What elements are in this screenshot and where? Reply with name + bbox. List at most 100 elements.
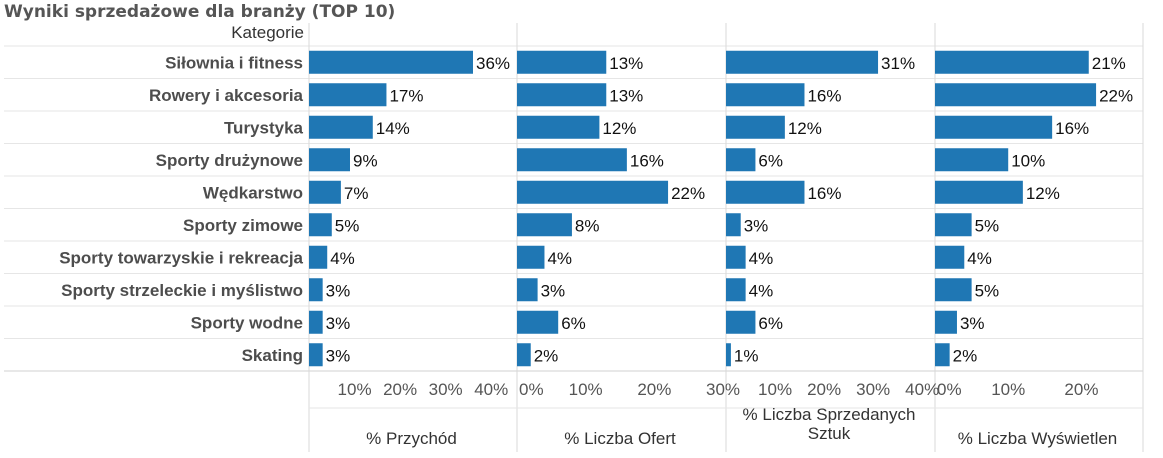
category-label: Wędkarstwo: [203, 183, 303, 202]
data-label: 4%: [547, 249, 572, 268]
bar: [935, 148, 1009, 172]
category-label: Turystyka: [224, 118, 304, 137]
data-label: 1%: [734, 346, 759, 365]
data-label: 3%: [326, 314, 351, 333]
data-label: 21%: [1092, 54, 1126, 73]
axis-title: % Liczba Ofert: [564, 429, 676, 448]
bar: [935, 50, 1089, 74]
bar: [935, 278, 972, 302]
axis-title: % Liczba Sprzedanych: [743, 405, 916, 424]
bar: [309, 343, 323, 367]
category-label: Skating: [242, 346, 303, 365]
tick-label: 30%: [429, 380, 463, 399]
data-label: 10%: [1011, 151, 1045, 170]
bar: [726, 50, 879, 74]
bar: [935, 310, 957, 334]
data-label: 3%: [744, 216, 769, 235]
data-label: 8%: [575, 216, 600, 235]
data-label: 6%: [758, 314, 783, 333]
data-label: 7%: [344, 184, 369, 203]
category-label: Rowery i akcesoria: [149, 86, 304, 105]
data-label: 36%: [476, 54, 510, 73]
bar: [726, 148, 756, 172]
bar: [309, 180, 341, 204]
data-label: 16%: [1055, 119, 1089, 138]
data-label: 22%: [1099, 86, 1133, 105]
bar: [309, 278, 323, 302]
bar: [935, 343, 950, 367]
data-label: 13%: [609, 86, 643, 105]
category-label: Sporty wodne: [191, 313, 303, 332]
data-label: 16%: [807, 184, 841, 203]
category-label: Siłownia i fitness: [165, 53, 303, 72]
data-label: 12%: [788, 119, 822, 138]
bar: [935, 180, 1023, 204]
data-label: 4%: [749, 281, 774, 300]
category-label: Sporty zimowe: [183, 216, 303, 235]
tick-label: 10%: [569, 380, 603, 399]
bar: [309, 310, 323, 334]
tick-label: 10%: [991, 380, 1025, 399]
tick-label: 40%: [905, 380, 939, 399]
data-label: 14%: [376, 119, 410, 138]
data-label: 5%: [975, 216, 1000, 235]
bar: [309, 50, 473, 74]
data-label: 22%: [671, 184, 705, 203]
category-label: Sporty drużynowe: [156, 151, 303, 170]
tick-label: 10%: [338, 380, 372, 399]
bar: [517, 278, 538, 302]
tick-label: 20%: [807, 380, 841, 399]
bar: [935, 245, 965, 269]
tick-label: 30%: [706, 380, 740, 399]
bar: [309, 213, 332, 237]
bar: [517, 343, 531, 367]
bar: [726, 343, 731, 367]
data-label: 16%: [630, 151, 664, 170]
data-label: 3%: [326, 346, 351, 365]
tick-label: 20%: [1064, 380, 1098, 399]
bar: [726, 83, 805, 107]
bar: [935, 213, 972, 237]
tick-label: 0%: [519, 380, 544, 399]
data-label: 3%: [541, 281, 566, 300]
tick-label: 40%: [474, 380, 508, 399]
tick-label: 20%: [637, 380, 671, 399]
bar: [517, 245, 545, 269]
data-label: 5%: [975, 281, 1000, 300]
data-label: 3%: [960, 314, 985, 333]
tick-label: 20%: [383, 380, 417, 399]
tick-label: 10%: [758, 380, 792, 399]
axis-title: % Przychód: [366, 429, 457, 448]
chart-title: Wyniki sprzedażowe dla branży (TOP 10): [4, 2, 396, 22]
bar: [517, 180, 669, 204]
bar: [517, 50, 607, 74]
tick-label: 0%: [937, 380, 962, 399]
bar: [726, 245, 746, 269]
bar: [726, 180, 805, 204]
data-label: 16%: [807, 86, 841, 105]
axis-title: Sztuk: [808, 424, 851, 443]
bar: [517, 148, 627, 172]
data-label: 9%: [353, 151, 378, 170]
category-header: Kategorie: [231, 23, 304, 42]
bar: [935, 115, 1053, 139]
bar: [517, 83, 607, 107]
data-label: 4%: [967, 249, 992, 268]
data-label: 2%: [953, 346, 978, 365]
data-label: 17%: [389, 86, 423, 105]
data-label: 6%: [561, 314, 586, 333]
bar: [309, 115, 373, 139]
bar: [309, 148, 350, 172]
bar: [517, 213, 572, 237]
data-label: 6%: [758, 151, 783, 170]
bar: [309, 83, 387, 107]
bar: [726, 278, 746, 302]
category-label: Sporty strzeleckie i myślistwo: [61, 281, 303, 300]
data-label: 4%: [330, 249, 355, 268]
data-label: 2%: [534, 346, 559, 365]
bar: [726, 310, 756, 334]
tick-label: 30%: [856, 380, 890, 399]
data-label: 3%: [326, 281, 351, 300]
bar: [726, 213, 741, 237]
bar: [309, 245, 328, 269]
